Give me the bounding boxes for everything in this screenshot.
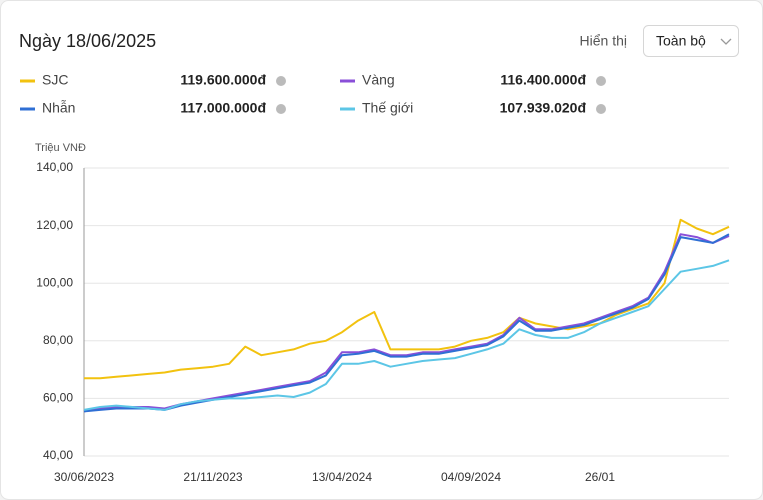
x-tick-label: 13/04/2024 xyxy=(312,470,372,484)
display-dropdown[interactable]: Toàn bộ xyxy=(643,25,739,57)
y-tick-label: 40,00 xyxy=(43,448,73,462)
legend-value: 107.939.020đ xyxy=(500,100,587,116)
y-tick-label: 80,00 xyxy=(43,333,73,347)
dropdown-value[interactable]: Toàn bộ xyxy=(656,33,706,49)
dropdown-arrow xyxy=(720,38,732,45)
info-icon xyxy=(596,104,606,114)
series-line xyxy=(83,233,730,413)
legend-value: 119.600.000đ xyxy=(180,72,266,88)
series-line xyxy=(84,218,730,380)
legend-value: 117.000.000đ xyxy=(180,100,266,116)
info-icon xyxy=(276,104,286,114)
y-tick-label: 140,00 xyxy=(36,160,73,174)
y-tick-label: 100,00 xyxy=(36,275,73,289)
display-label: Hiển thị xyxy=(580,33,627,49)
legend-name: Vàng xyxy=(362,72,395,88)
legend-value: 116.400.000đ xyxy=(500,72,586,88)
legend-name: SJC xyxy=(42,72,68,88)
dropdown-box[interactable] xyxy=(643,25,739,57)
x-tick-label: 04/09/2024 xyxy=(441,470,501,484)
y-axis-label: Triệu VNĐ xyxy=(35,142,86,154)
x-tick-label: 26/01 xyxy=(585,470,615,484)
x-tick-label: 21/11/2023 xyxy=(183,470,242,484)
info-icon xyxy=(276,76,286,86)
legend-name: Nhẫn xyxy=(42,100,75,116)
info-icon xyxy=(596,76,606,86)
legend-name: Thế giới xyxy=(362,100,413,116)
y-tick-label: 120,00 xyxy=(36,218,73,232)
series-line xyxy=(83,259,730,411)
y-tick-label: 60,00 xyxy=(43,391,73,405)
x-tick-label: 30/06/2023 xyxy=(54,470,114,484)
page-title: Ngày 18/06/2025 xyxy=(19,31,156,51)
